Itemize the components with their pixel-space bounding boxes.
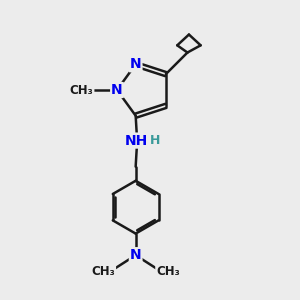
Text: N: N <box>130 248 142 262</box>
Text: N: N <box>130 57 142 71</box>
Text: H: H <box>150 134 160 147</box>
Text: CH₃: CH₃ <box>70 83 94 97</box>
Text: CH₃: CH₃ <box>156 265 180 278</box>
Text: N: N <box>111 83 123 97</box>
Text: NH: NH <box>125 134 148 148</box>
Text: CH₃: CH₃ <box>92 265 115 278</box>
